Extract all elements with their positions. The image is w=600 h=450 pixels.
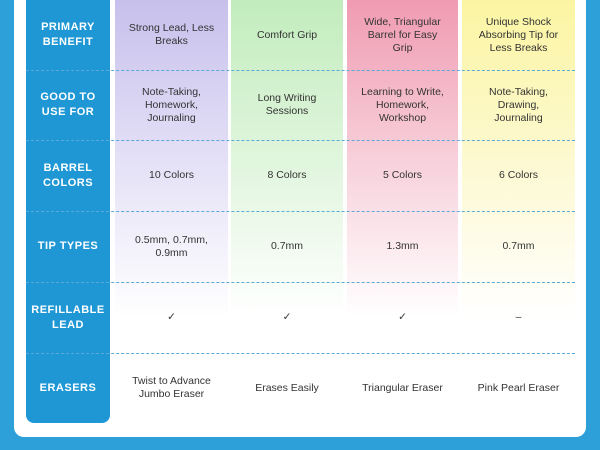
cell: ✓ (167, 311, 176, 323)
cell: 6 Colors (498, 169, 539, 181)
cell: Note-Taking, Drawing, Journaling (489, 85, 548, 124)
cell: Pink Pearl Eraser (477, 381, 560, 394)
cell: 0.7mm (502, 240, 535, 252)
cell: Note-Taking, Homework, Journaling (142, 85, 201, 124)
cell: Unique Shock Absorbing Tip for Less Brea… (478, 15, 559, 54)
cell: 5 Colors (382, 169, 423, 181)
row-header: PRIMARY BENEFIT (41, 21, 95, 48)
row-header: TIP TYPES (37, 240, 99, 252)
cell: Erases Easily (255, 381, 319, 394)
row-divider (26, 353, 575, 354)
row-divider (26, 70, 575, 71)
cell: Comfort Grip (256, 28, 318, 41)
cell: Triangular Eraser (362, 381, 443, 394)
cell: 8 Colors (267, 169, 307, 181)
row-divider (26, 140, 575, 141)
cell: 1.3mm (386, 240, 419, 252)
cell: ✓ (398, 311, 407, 323)
cell: Learning to Write, Homework, Workshop (361, 85, 444, 124)
cell: ✓ (282, 311, 292, 323)
cell: Wide, Triangular Barrel for Easy Grip (364, 15, 441, 54)
cell: Strong Lead, Less Breaks (128, 22, 215, 47)
row-header: REFILLABLE LEAD (31, 303, 105, 331)
cell: Twist to Advance Jumbo Eraser (132, 375, 211, 400)
row-header: ERASERS (39, 381, 97, 394)
cell: 10 Colors (149, 169, 194, 181)
cell: 0.5mm, 0.7mm, 0.9mm (135, 233, 208, 259)
cell: Long Writing Sessions (257, 92, 317, 117)
row-divider (26, 282, 575, 283)
row-header: GOOD TO USE FOR (40, 91, 96, 118)
row-divider (26, 211, 575, 212)
cell: – (515, 311, 522, 323)
row-header: BARREL COLORS (42, 161, 94, 189)
cell: 0.7mm (270, 240, 304, 252)
